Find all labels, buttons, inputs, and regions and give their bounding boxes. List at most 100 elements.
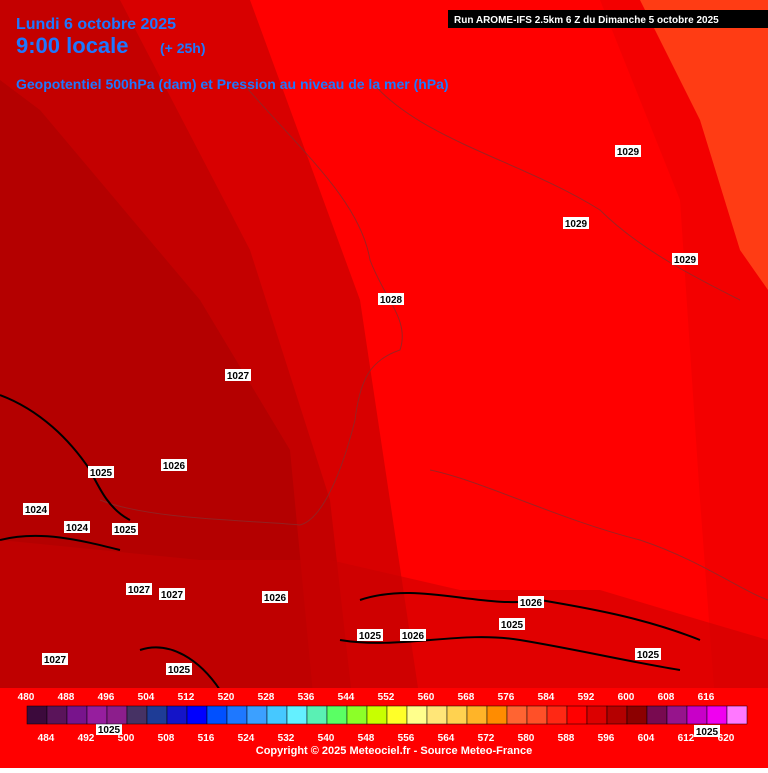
coastline bbox=[99, 79, 403, 526]
colorbar-tick-label: 540 bbox=[318, 733, 335, 744]
isobar-label-box bbox=[563, 217, 589, 229]
colorbar-swatch bbox=[246, 705, 268, 725]
isobar-label: 1025 bbox=[637, 650, 660, 661]
copyright: Copyright © 2025 Meteociel.fr - Source M… bbox=[256, 745, 532, 757]
legend-panel bbox=[0, 688, 768, 768]
isobar-label-box bbox=[357, 629, 383, 641]
isobar-label-box bbox=[159, 588, 185, 600]
isobar-label-box bbox=[262, 591, 288, 603]
isobar-label: 1025 bbox=[359, 631, 382, 642]
colorbar-tick-label: 528 bbox=[258, 692, 275, 703]
colorbar-swatch bbox=[506, 705, 528, 725]
colorbar-tick-label: 616 bbox=[698, 692, 715, 703]
isobar-label: 1028 bbox=[380, 295, 403, 306]
isobar-label-box bbox=[672, 253, 698, 265]
colorbar-tick-label: 568 bbox=[458, 692, 475, 703]
colorbar-swatch bbox=[706, 705, 728, 725]
colorbar-swatch bbox=[126, 705, 148, 725]
field-band bbox=[640, 0, 768, 290]
isobar-label-box bbox=[64, 521, 90, 533]
colorbar-tick-label: 508 bbox=[158, 733, 175, 744]
colorbar-swatch bbox=[606, 705, 628, 725]
colorbar-tick-label: 520 bbox=[218, 692, 235, 703]
colorbar-tick-label: 544 bbox=[338, 692, 355, 703]
colorbar-tick-label: 488 bbox=[58, 692, 75, 703]
border bbox=[369, 79, 741, 301]
isobar-label: 1027 bbox=[128, 585, 151, 596]
isobar-label: 1026 bbox=[163, 461, 186, 472]
isobar-label-box bbox=[166, 663, 192, 675]
colorbar-tick-label: 612 bbox=[678, 733, 695, 744]
colorbar-tick-label: 484 bbox=[38, 733, 55, 744]
colorbar-tick-label: 608 bbox=[658, 692, 675, 703]
colorbar-swatch bbox=[306, 705, 328, 725]
colorbar-tick-label: 556 bbox=[398, 733, 415, 744]
colorbar-tick-label: 496 bbox=[98, 692, 115, 703]
colorbar-tick-label: 584 bbox=[538, 692, 555, 703]
colorbar-swatch bbox=[366, 705, 388, 725]
colorbar-tick-label: 516 bbox=[198, 733, 215, 744]
colorbar-swatch bbox=[426, 705, 448, 725]
colorbar-tick-label: 592 bbox=[578, 692, 595, 703]
colorbar-tick-label: 504 bbox=[138, 692, 155, 703]
isobar-label: 1027 bbox=[44, 655, 67, 666]
colorbar-swatch bbox=[66, 705, 88, 725]
isobar-label: 1025 bbox=[98, 725, 121, 736]
colorbar-swatch bbox=[546, 705, 568, 725]
colorbar-swatch bbox=[726, 705, 748, 725]
colorbar-swatch bbox=[26, 705, 48, 725]
colorbar-swatch bbox=[166, 705, 188, 725]
colorbar-swatch bbox=[626, 705, 648, 725]
colorbar-tick-label: 560 bbox=[418, 692, 435, 703]
isobar-label-box bbox=[23, 503, 49, 515]
isobar-label: 1029 bbox=[617, 147, 640, 158]
colorbar-swatch bbox=[566, 705, 588, 725]
colorbar-tick-label: 588 bbox=[558, 733, 575, 744]
colorbar-swatch bbox=[326, 705, 348, 725]
colorbar-tick-label: 600 bbox=[618, 692, 635, 703]
colorbar-tick-label: 596 bbox=[598, 733, 615, 744]
colorbar-tick-label: 604 bbox=[638, 733, 655, 744]
colorbar-swatch bbox=[266, 705, 288, 725]
isobar-label-box bbox=[518, 596, 544, 608]
colorbar-swatch bbox=[666, 705, 688, 725]
colorbar-swatch bbox=[466, 705, 488, 725]
colorbar-tick-label: 500 bbox=[118, 733, 135, 744]
colorbar-tick-label: 564 bbox=[438, 733, 455, 744]
colorbar-swatch bbox=[206, 705, 228, 725]
time: 9:00 locale bbox=[16, 33, 129, 58]
colorbar-swatch bbox=[346, 705, 368, 725]
isobar-label: 1025 bbox=[168, 665, 191, 676]
colorbar-swatch bbox=[386, 705, 408, 725]
colorbar-swatch bbox=[586, 705, 608, 725]
run-info: Run AROME-IFS 2.5km 6 Z du Dimanche 5 oc… bbox=[454, 15, 719, 26]
isobar-label: 1025 bbox=[696, 727, 719, 738]
lead-time: (+ 25h) bbox=[160, 40, 206, 56]
colorbar-tick-label: 572 bbox=[478, 733, 495, 744]
colorbar-tick-label: 524 bbox=[238, 733, 255, 744]
colorbar-swatch bbox=[526, 705, 548, 725]
isobar-label: 1024 bbox=[25, 505, 48, 516]
colorbar-swatch bbox=[86, 705, 108, 725]
colorbar-tick-label: 552 bbox=[378, 692, 395, 703]
isobar-label-box bbox=[694, 725, 720, 737]
isobar-label: 1029 bbox=[674, 255, 697, 266]
colorbar-tick-label: 536 bbox=[298, 692, 315, 703]
date: Lundi 6 octobre 2025 bbox=[16, 16, 176, 33]
isobar-label-box bbox=[126, 583, 152, 595]
colorbar-swatch bbox=[286, 705, 308, 725]
isobar-label-box bbox=[96, 723, 122, 735]
isobar-label-box bbox=[400, 629, 426, 641]
colorbar-tick-label: 580 bbox=[518, 733, 535, 744]
colorbar-swatch bbox=[146, 705, 168, 725]
isobar-label-box bbox=[42, 653, 68, 665]
isobars bbox=[0, 394, 701, 691]
colorbar-tick-label: 512 bbox=[178, 692, 195, 703]
isobar-label: 1029 bbox=[565, 219, 588, 230]
colorbar-swatch bbox=[46, 705, 68, 725]
isobar bbox=[0, 394, 131, 521]
isobar bbox=[339, 636, 681, 671]
isobar-label: 1026 bbox=[402, 631, 425, 642]
isobar-label-box bbox=[635, 648, 661, 660]
